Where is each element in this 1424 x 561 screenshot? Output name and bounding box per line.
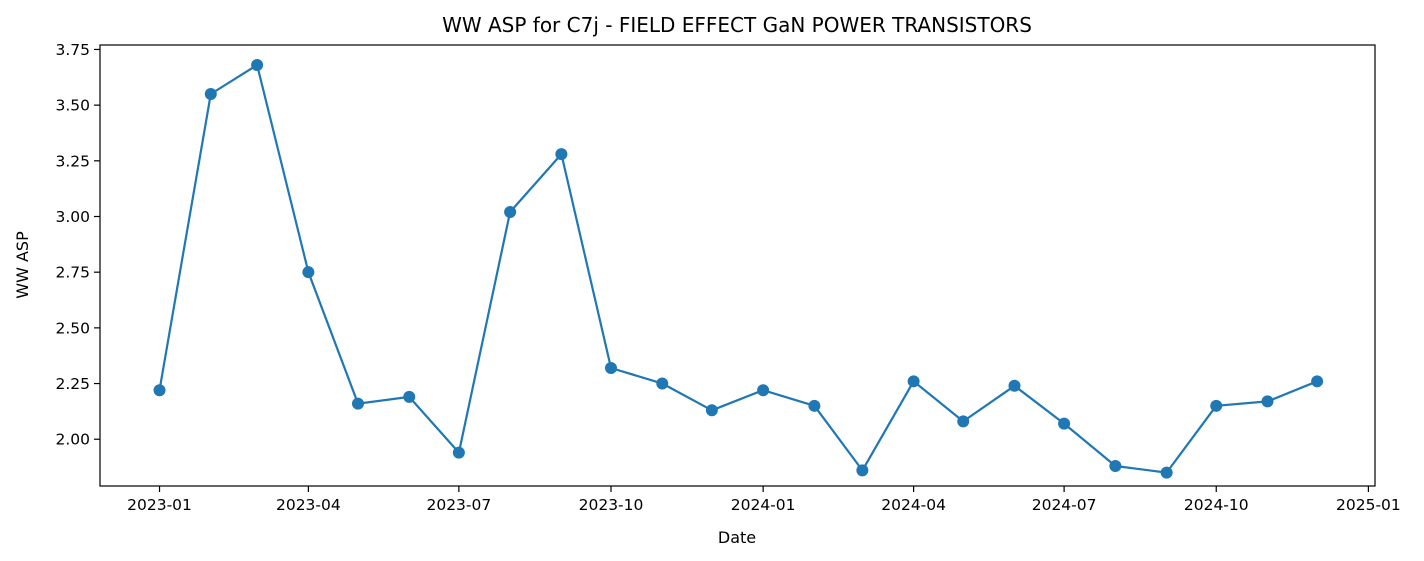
data-point [1261, 395, 1274, 408]
series-line [158, 63, 1318, 474]
y-tick-label: 2.00 [55, 431, 90, 449]
y-tick-label: 2.75 [55, 264, 90, 282]
y-tick-label: 3.25 [55, 152, 90, 170]
data-point [403, 390, 416, 403]
x-tick-label: 2024-07 [1032, 496, 1097, 514]
data-point [351, 397, 364, 410]
y-axis-label: WW ASP [13, 231, 32, 299]
x-tick-label: 2024-10 [1184, 496, 1249, 514]
data-point [1008, 379, 1021, 392]
data-point [705, 404, 718, 417]
data-point [604, 361, 617, 374]
x-tick-label: 2024-01 [731, 496, 796, 514]
data-point [1058, 417, 1071, 430]
data-point [757, 384, 770, 397]
x-axis-label: Date [718, 528, 756, 547]
x-tick-label: 2025-01 [1336, 496, 1401, 514]
y-tick-label: 3.75 [55, 41, 90, 59]
data-point [808, 399, 821, 412]
data-point [204, 88, 217, 100]
plot-frame [99, 44, 1376, 487]
data-point [907, 375, 920, 388]
y-tick-label: 2.50 [55, 319, 90, 337]
y-axis: 2.00 2.25 2.50 2.75 3.00 3.25 3.50 3.75 [55, 41, 100, 449]
data-point [1210, 399, 1223, 412]
y-tick-label: 3.00 [55, 208, 90, 226]
data-point [504, 206, 517, 219]
chart-title: WW ASP for C7j - FIELD EFFECT GaN POWER … [442, 13, 1032, 37]
data-point [555, 148, 568, 161]
data-point [251, 59, 264, 72]
x-tick-label: 2023-04 [276, 496, 341, 514]
x-tick-label: 2023-07 [426, 496, 491, 514]
data-point [1160, 466, 1173, 479]
data-point [153, 384, 166, 397]
data-point [1311, 375, 1324, 388]
y-tick-label: 2.25 [55, 375, 90, 393]
data-point [302, 266, 315, 279]
data-point [1109, 459, 1122, 472]
x-axis: 2023-01 2023-04 2023-07 2023-10 2024-01 2024-… [127, 486, 1401, 514]
y-tick-label: 3.50 [55, 97, 90, 115]
data-point [856, 464, 869, 477]
data-point [957, 415, 970, 428]
x-tick-label: 2023-10 [579, 496, 644, 514]
data-point [452, 446, 465, 459]
plot-area [153, 59, 1324, 479]
x-tick-label: 2024-04 [881, 496, 946, 514]
x-tick-label: 2023-01 [127, 496, 192, 514]
data-point [656, 377, 669, 390]
